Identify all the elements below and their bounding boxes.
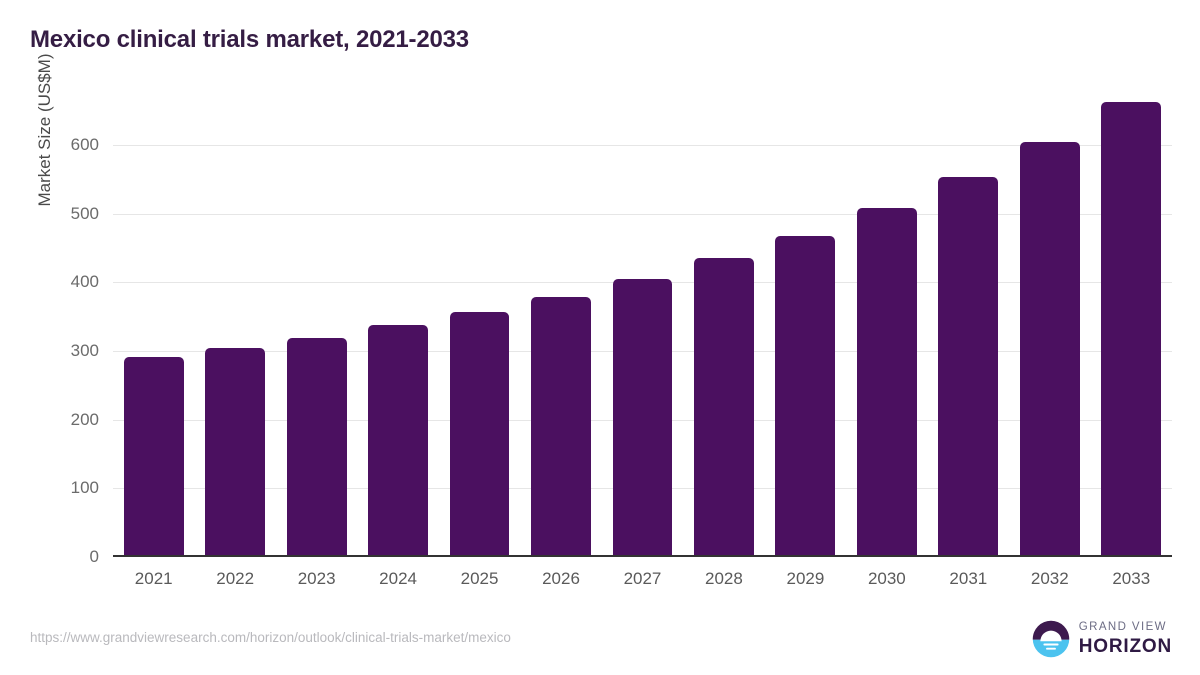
x-axis-tick-label: 2023	[297, 569, 336, 588]
bar[interactable]	[938, 177, 999, 557]
bar-group[interactable]: 2023	[286, 90, 347, 588]
logo-wordmark: GRAND VIEW HORIZON	[1079, 622, 1172, 656]
x-axis-tick-label: 2028	[705, 569, 743, 588]
bar-group[interactable]: 2026	[531, 90, 591, 588]
brand-logo[interactable]: GRAND VIEW HORIZON	[1032, 620, 1172, 658]
logo-line-horizon: HORIZON	[1078, 635, 1172, 657]
bar[interactable]	[1101, 102, 1162, 557]
logo-line-grand-view: GRAND VIEW	[1078, 621, 1167, 634]
y-axis-tick-label: 200	[70, 409, 99, 429]
bar-group[interactable]: 2025	[449, 90, 510, 588]
x-axis-tick-label: 2021	[134, 569, 173, 588]
plot-area: Market Size (US$M) 0 100 200 300 400 500 600 2…	[35, 53, 1172, 588]
x-axis-line	[113, 555, 1172, 557]
y-axis-tick-label: 600	[70, 134, 99, 154]
x-axis-tick-label: 2022	[216, 569, 255, 588]
x-axis-tick-label: 2025	[460, 569, 499, 588]
horizon-sun-circle-icon	[1032, 620, 1070, 658]
bar[interactable]	[368, 324, 429, 557]
bar-group[interactable]: 2021	[123, 90, 184, 588]
bar-group[interactable]: 2032	[1019, 90, 1080, 588]
x-axis-tick-label: 2024	[379, 569, 418, 588]
bar[interactable]	[205, 348, 266, 557]
bar-group[interactable]: 2028	[694, 90, 754, 588]
bar[interactable]	[775, 235, 836, 557]
y-axis-title: Market Size (US$M)	[35, 53, 54, 207]
bar[interactable]	[449, 311, 510, 557]
x-axis-tick-label: 2030	[867, 569, 906, 588]
bar[interactable]	[856, 208, 917, 557]
y-axis-tick-label: 500	[70, 203, 99, 223]
x-axis-tick-label: 2032	[1030, 569, 1069, 588]
bar-group[interactable]: 2033	[1101, 90, 1162, 588]
x-axis-tick-label: 2033	[1112, 569, 1151, 588]
bar[interactable]	[531, 296, 591, 557]
bar[interactable]	[123, 357, 184, 557]
x-axis-tick-label: 2026	[542, 569, 580, 588]
bar-group[interactable]: 2029	[775, 90, 836, 588]
bar[interactable]	[1019, 142, 1080, 557]
y-axis-tick-label: 300	[70, 340, 99, 360]
y-axis-tick-label: 100	[70, 478, 99, 498]
gridline	[113, 144, 1172, 146]
page-title: Mexico clinical trials market, 2021-2033	[30, 26, 469, 53]
bar-group[interactable]: 2024	[368, 90, 429, 588]
source-url[interactable]: https://www.grandviewresearch.com/horizo…	[30, 630, 511, 645]
bar-group[interactable]: 2022	[205, 90, 266, 588]
bar-group[interactable]: 2031	[938, 90, 999, 588]
bar-group[interactable]: 2030	[856, 90, 917, 588]
x-axis-tick-label: 2027	[623, 569, 662, 588]
bar[interactable]	[286, 337, 347, 557]
y-axis-tick-label: 400	[70, 272, 99, 292]
gridline	[113, 213, 1172, 215]
bar[interactable]	[694, 258, 754, 557]
x-axis-tick-label: 2031	[949, 569, 988, 588]
bar-group[interactable]: 2027	[612, 90, 673, 588]
x-axis-tick-label: 2029	[786, 569, 825, 588]
bar[interactable]	[612, 278, 673, 557]
y-axis-tick-label: 0	[89, 547, 99, 566]
